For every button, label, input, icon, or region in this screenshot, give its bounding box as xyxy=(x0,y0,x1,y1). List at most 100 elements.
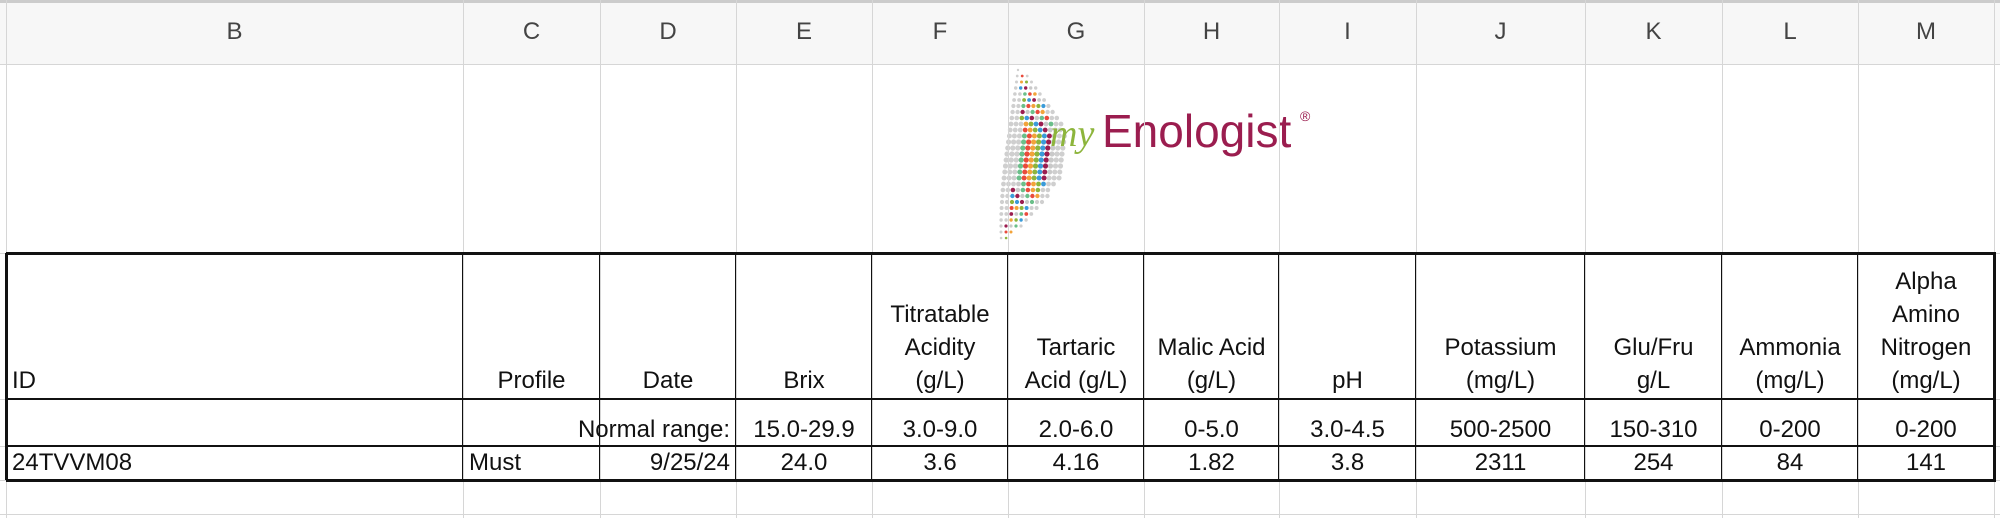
table-header: Ammonia (mg/L) xyxy=(1722,253,1858,399)
logo-dot xyxy=(1034,115,1040,121)
logo-dot xyxy=(1036,181,1041,187)
logo-dot xyxy=(1046,181,1051,187)
header-line: (mg/L) xyxy=(1891,367,1961,394)
column-letter: G xyxy=(1066,18,1086,45)
logo-dot xyxy=(1053,121,1059,127)
data-cell: 3.6 xyxy=(923,449,957,476)
logo-dot xyxy=(1016,68,1020,72)
logo-dot xyxy=(1006,175,1012,181)
logo-dot xyxy=(1009,115,1015,121)
logo-dot xyxy=(1005,145,1011,151)
data-cell: 24TVVM08 xyxy=(12,449,133,476)
logo-dot xyxy=(1048,121,1054,127)
logo-dot xyxy=(1039,115,1045,121)
logo-dot xyxy=(1031,133,1037,139)
logo-dot xyxy=(1014,86,1018,90)
logo-dot xyxy=(1030,187,1036,193)
logo-dot xyxy=(1025,187,1031,193)
logo-dot xyxy=(1026,175,1032,181)
column-letter: H xyxy=(1202,18,1221,45)
logo-dot xyxy=(1037,98,1041,102)
logo-dot xyxy=(1052,169,1058,175)
logo-dot xyxy=(1011,133,1017,139)
logo-dot xyxy=(1061,133,1067,139)
data-cell: 141 xyxy=(1905,449,1947,476)
table-border xyxy=(1143,253,1144,480)
logo-dot xyxy=(1044,151,1050,157)
logo-dot xyxy=(1036,103,1041,109)
logo-dot xyxy=(1031,139,1037,145)
logo-dot xyxy=(1024,199,1030,205)
logo-dot xyxy=(1032,169,1038,175)
data-cell: 9/25/24 xyxy=(649,449,730,476)
logo-dot xyxy=(1013,92,1017,96)
logo-dot xyxy=(1029,206,1034,210)
logo-dot xyxy=(1019,224,1023,228)
header-line: Ammonia xyxy=(1739,334,1841,361)
logo-dot xyxy=(1047,127,1053,133)
logo-dot xyxy=(1000,187,1006,193)
logo-dot xyxy=(1017,169,1023,175)
data-cell: 254 xyxy=(1633,449,1674,476)
logo-dot xyxy=(1017,127,1023,133)
logo-dot xyxy=(1018,92,1022,96)
logo-dot xyxy=(1012,127,1018,133)
logo-dot xyxy=(1046,175,1052,181)
logo-dot xyxy=(1045,109,1050,115)
logo-dot xyxy=(1016,181,1021,187)
header-line: (mg/L) xyxy=(1465,367,1536,394)
table-border xyxy=(6,479,1996,482)
logo-dot xyxy=(1015,193,1020,199)
logo-dot xyxy=(1003,157,1009,163)
logo-dot xyxy=(1038,157,1044,163)
logo-dot xyxy=(1034,151,1040,157)
grid-line xyxy=(0,514,2000,515)
logo-dot xyxy=(1031,175,1037,181)
logo-dot xyxy=(1026,103,1031,109)
logo-dot xyxy=(1025,145,1031,151)
grid-line xyxy=(736,0,737,518)
logo-dot xyxy=(1057,127,1063,133)
header-line: pH xyxy=(1332,367,1363,394)
column-letter: J xyxy=(1494,18,1507,45)
logo-dot xyxy=(1046,139,1052,145)
logo-dot xyxy=(1029,199,1035,205)
logo-dot xyxy=(1032,98,1036,102)
logo-dot xyxy=(1039,151,1045,157)
grid-line xyxy=(0,64,2000,65)
logo-dot xyxy=(1014,218,1018,222)
grid-line xyxy=(1279,0,1280,518)
logo-dot xyxy=(1033,121,1039,127)
logo-dot xyxy=(1014,206,1019,210)
logo-dot xyxy=(1011,139,1017,145)
logo-dot xyxy=(1046,133,1052,139)
logo-dot xyxy=(1051,181,1056,187)
logo-dot xyxy=(1041,133,1047,139)
logo-dot xyxy=(1059,151,1065,157)
grid-line xyxy=(1858,0,1859,518)
logo-dot xyxy=(1009,206,1014,210)
logo-dot xyxy=(1024,206,1029,210)
grid-line xyxy=(600,0,601,518)
logo-dot xyxy=(1021,133,1027,139)
logo-dot xyxy=(1004,212,1009,216)
logo-dot xyxy=(1000,193,1005,199)
logo-dot xyxy=(1054,151,1060,157)
logo-dot xyxy=(1015,145,1021,151)
logo-dot xyxy=(1028,157,1034,163)
logo-dot xyxy=(1022,169,1028,175)
logo-dot xyxy=(1015,187,1021,193)
logo-dot xyxy=(999,236,1003,240)
logo-dot xyxy=(1002,163,1009,169)
normal-range: 500-2500 xyxy=(1449,416,1552,443)
normal-range: 2.0-6.0 xyxy=(1038,416,1114,443)
logo-dot xyxy=(1012,163,1019,169)
column-letter: B xyxy=(226,18,243,45)
column-letter: L xyxy=(1783,18,1797,45)
logo-dot xyxy=(1023,92,1027,96)
logo-mark: ® xyxy=(1300,108,1311,124)
logo-dot xyxy=(1022,163,1029,169)
logo-dot xyxy=(1041,175,1047,181)
logo-dot xyxy=(1010,187,1016,193)
data-cell: 3.8 xyxy=(1330,449,1365,476)
